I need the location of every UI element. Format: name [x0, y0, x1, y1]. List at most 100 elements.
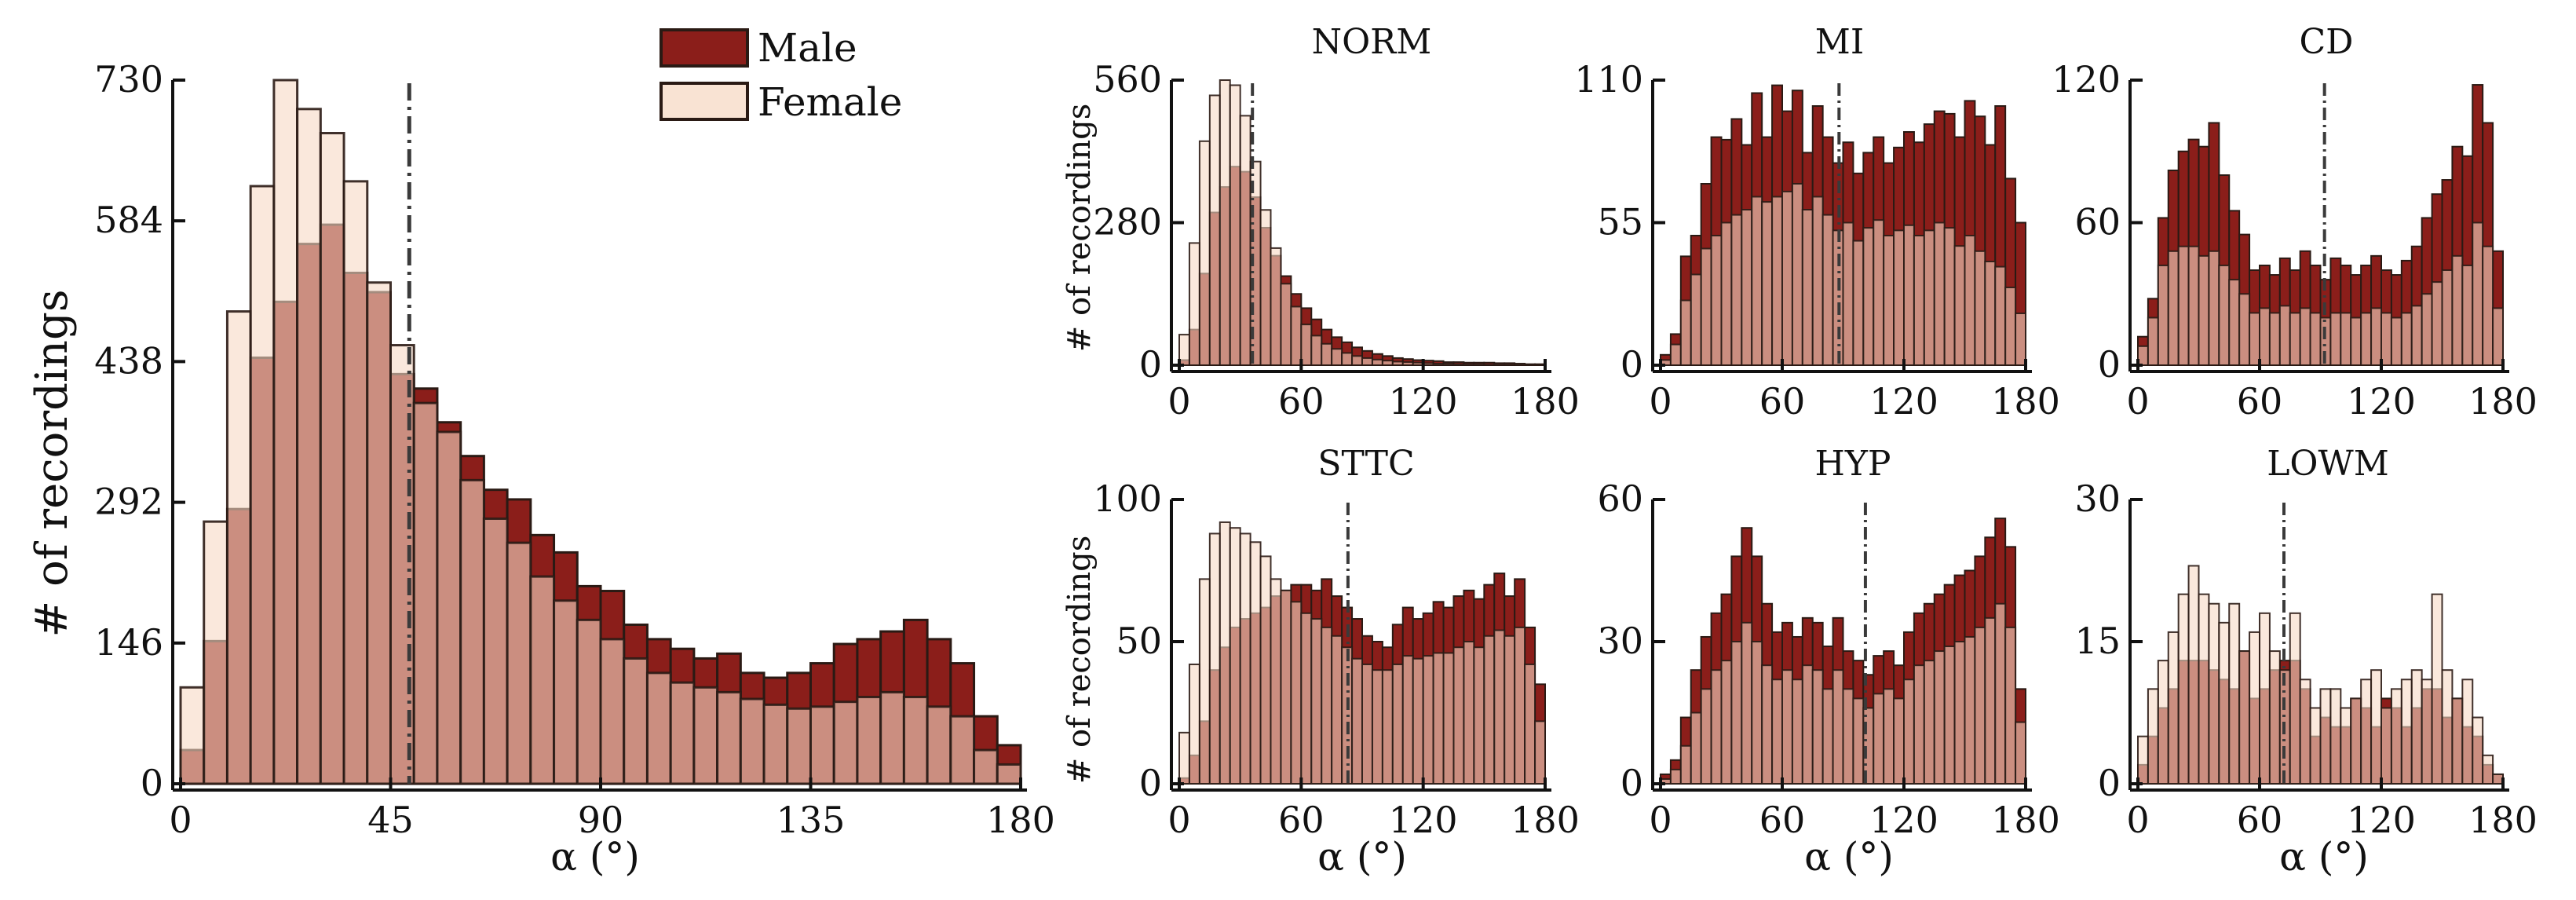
bar-female-cd [2482, 245, 2494, 366]
bar-female-norm [1188, 242, 1200, 366]
bar-female-sttc [1239, 532, 1251, 785]
bar-female-all [296, 108, 322, 785]
bar-female-cd [2400, 312, 2413, 367]
bar-female-hyp [1811, 669, 1824, 785]
x-tick-label-norm: 120 [1389, 380, 1458, 423]
y-tick-label-mi: 0 [1621, 343, 1643, 386]
bar-female-sttc [1229, 527, 1241, 785]
bar-female-hyp [1883, 688, 1895, 785]
bar-female-cd [2268, 312, 2281, 367]
x-tick-label-norm: 60 [1278, 380, 1325, 423]
bar-female-norm [1351, 355, 1363, 367]
x-tick-label-lowm: 180 [2468, 799, 2538, 841]
y-tick-label-all: 730 [94, 58, 163, 101]
bar-female-sttc [1249, 541, 1262, 785]
bar-female-norm [1229, 84, 1241, 366]
bar-female-norm [1280, 283, 1292, 366]
bar-female-all [529, 575, 556, 785]
panel-title-hyp: HYP [1814, 444, 1891, 484]
bar-female-sttc [1290, 601, 1303, 785]
bar-female-cd [2370, 307, 2382, 366]
bar-female-lowm [2147, 688, 2159, 785]
bar-female-sttc [1270, 578, 1282, 785]
y-tick-label-norm: 560 [1093, 58, 1162, 101]
bar-female-lowm [2268, 650, 2281, 785]
plot-norm: 0 280 560 0 60 120 180 [1093, 58, 1580, 423]
x-tick-label-mi: 0 [1649, 380, 1672, 423]
panel-title-mi: MI [1815, 22, 1864, 62]
bar-female-lowm [2482, 754, 2494, 785]
plot-cd: 0 60 120 0 60 120 180 [2052, 58, 2538, 423]
x-tick-label-sttc: 120 [1389, 799, 1458, 841]
bar-female-sttc [1463, 641, 1475, 785]
panel-mi: MI [1815, 22, 1864, 62]
bar-female-lowm [2309, 707, 2322, 785]
bar-female-cd [2249, 312, 2260, 367]
y-tick-label-norm: 0 [1139, 343, 1162, 386]
bar-female-norm [1381, 360, 1394, 367]
bar-female-all [459, 478, 485, 785]
y-tick-label-cd: 60 [2074, 201, 2121, 243]
bar-female-cd [2329, 312, 2342, 367]
bar-female-hyp [1842, 688, 1854, 785]
bar-female-sttc [1524, 663, 1536, 785]
bar-female-hyp [1964, 635, 1976, 785]
bar-female-norm [1239, 115, 1251, 366]
bar-female-hyp [1974, 626, 1986, 785]
bar-female-lowm [2472, 716, 2484, 785]
bar-female-cd [2492, 307, 2504, 366]
bar-female-mi [1883, 235, 1895, 366]
bar-female-cd [2187, 245, 2200, 366]
bar-female-sttc [1534, 720, 1546, 785]
bar-female-norm [1432, 363, 1445, 367]
bar-female-sttc [1483, 635, 1496, 785]
bar-female-hyp [1781, 669, 1793, 785]
bar-female-all [575, 618, 602, 785]
bar-female-mi [1791, 183, 1803, 366]
bar-female-all [225, 310, 252, 785]
bar-female-all [996, 763, 1022, 785]
panel-hyp: HYP α (°) [1804, 444, 1894, 880]
bar-female-norm [1473, 363, 1485, 367]
bar-female-cd [2441, 269, 2454, 366]
panel-norm: NORM # of recordings [1061, 22, 1431, 352]
bar-female-hyp [1720, 660, 1733, 785]
bar-female-cd [2167, 250, 2180, 366]
bar-female-mi [1994, 265, 2007, 367]
bar-female-mi [1710, 235, 1723, 366]
bar-female-mi [1720, 221, 1733, 366]
bar-female-lowm [2249, 631, 2260, 785]
bar-female-hyp [1761, 664, 1774, 785]
y-tick-label-hyp: 30 [1597, 620, 1643, 662]
bar-female-mi [1933, 221, 1946, 366]
bar-female-lowm [2400, 679, 2413, 785]
x-axis-label-lowm: α (°) [2279, 834, 2369, 880]
bar-female-hyp [2015, 721, 2026, 785]
bar-female-hyp [1994, 602, 2007, 785]
bar-female-sttc [1432, 652, 1445, 785]
bar-female-all [436, 430, 462, 785]
bar-female-hyp [1984, 616, 1997, 785]
bar-female-hyp [1801, 664, 1814, 785]
bar-female-all [669, 681, 696, 785]
legend-swatch-male [660, 28, 749, 68]
bar-female-sttc [1208, 532, 1221, 785]
bar-female-lowm [2167, 631, 2180, 785]
x-axis-label-sttc: α (°) [1317, 834, 1407, 880]
x-tick-label-hyp: 0 [1649, 799, 1672, 841]
bar-female-all [739, 697, 765, 785]
bar-female-lowm [2259, 612, 2271, 785]
y-tick-label-all: 0 [141, 762, 163, 804]
bar-female-hyp [1690, 712, 1702, 785]
bar-female-mi [1761, 201, 1774, 366]
x-tick-label-hyp: 60 [1759, 799, 1806, 841]
bar-female-all [553, 599, 579, 785]
bar-female-all [366, 281, 392, 785]
bar-female-all [973, 748, 999, 785]
bar-female-lowm [2461, 679, 2474, 785]
bar-female-mi [1893, 229, 1905, 366]
x-axis-label-hyp: α (°) [1804, 834, 1894, 880]
bar-female-lowm [2421, 679, 2433, 785]
bar-female-lowm [2390, 688, 2402, 785]
bar-female-norm [1514, 364, 1526, 366]
